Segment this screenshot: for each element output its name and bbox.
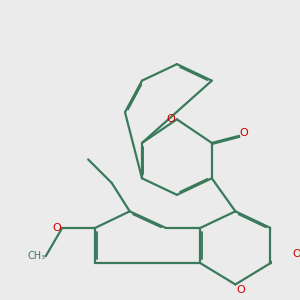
Text: CH₃: CH₃ — [27, 251, 46, 261]
Text: O: O — [236, 285, 245, 296]
Text: O: O — [167, 114, 175, 124]
Text: O: O — [292, 249, 300, 259]
Text: O: O — [52, 223, 61, 233]
Text: O: O — [240, 128, 248, 137]
